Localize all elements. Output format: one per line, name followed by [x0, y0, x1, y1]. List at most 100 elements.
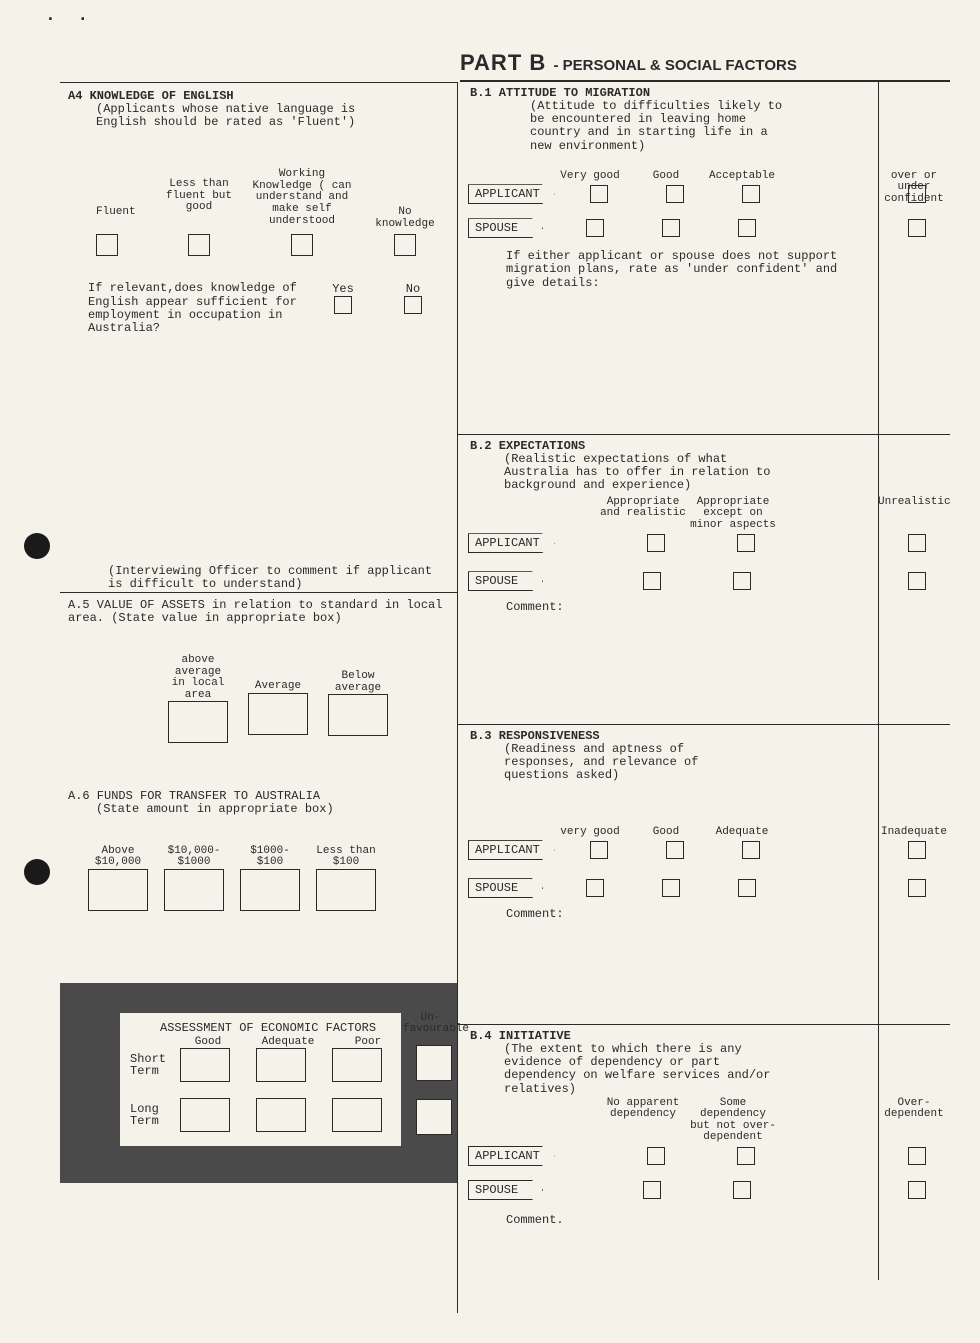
- a4-col3: Working Knowledge ( can understand and m…: [252, 169, 352, 230]
- b1-title: B.1 ATTITUDE TO MIGRATION: [470, 86, 790, 100]
- a4-working-checkbox[interactable]: [291, 234, 313, 256]
- assess-long-good[interactable]: [180, 1098, 230, 1132]
- b3-sp-vg[interactable]: [586, 879, 604, 897]
- b1-col1: Very good: [552, 171, 628, 183]
- b3-sp-good[interactable]: [662, 879, 680, 897]
- a6-col2: $10,000- $1000: [164, 846, 224, 869]
- left-column: A4 KNOWLEDGE OF ENGLISH (Applicants whos…: [60, 82, 458, 1313]
- b3-col4: Inadequate: [878, 827, 950, 839]
- b1-app-vg[interactable]: [590, 185, 608, 203]
- assess-long-adequate[interactable]: [256, 1098, 306, 1132]
- b3-app-inad[interactable]: [908, 841, 926, 859]
- assess-long-unfav-box[interactable]: [416, 1099, 452, 1135]
- b2-app-c2[interactable]: [737, 534, 755, 552]
- page: · · PART B - PERSONAL & SOCIAL FACTORS A…: [0, 0, 980, 1343]
- a4-no-checkbox[interactable]: [404, 296, 422, 314]
- assess-short-unfav-box[interactable]: [416, 1045, 452, 1081]
- b1-desc: (Attitude to difficulties likely to be e…: [470, 100, 790, 153]
- b2-title: B.2 EXPECTATIONS: [470, 439, 790, 453]
- a4-title: A4 KNOWLEDGE OF ENGLISH: [68, 89, 449, 103]
- b3-applicant-label: APPLICANT: [468, 840, 555, 860]
- a5-col2: Average: [248, 655, 308, 693]
- punch-hole-top: [24, 533, 50, 559]
- b2-spouse-label: SPOUSE: [468, 571, 543, 591]
- a4-lessfluent-checkbox[interactable]: [188, 234, 210, 256]
- a6-box2[interactable]: [164, 869, 224, 911]
- b4-app-c3[interactable]: [908, 1147, 926, 1165]
- a5-col3: Below average: [328, 655, 388, 694]
- b1-sp-good[interactable]: [662, 219, 680, 237]
- b1-sp-conf[interactable]: [908, 219, 926, 237]
- b3-sp-inad[interactable]: [908, 879, 926, 897]
- b3-comment: Comment:: [458, 898, 950, 921]
- part-b-title: PART B: [460, 50, 546, 75]
- a6-box3[interactable]: [240, 869, 300, 911]
- b1-app-accept[interactable]: [742, 185, 760, 203]
- right-column: B.1 ATTITUDE TO MIGRATION (Attitude to d…: [458, 82, 950, 1313]
- b4-spouse-label: SPOUSE: [468, 1180, 543, 1200]
- a4-fluent-checkbox[interactable]: [96, 234, 118, 256]
- b2-sp-c1[interactable]: [643, 572, 661, 590]
- b4-applicant-label: APPLICANT: [468, 1146, 555, 1166]
- b3-app-good[interactable]: [666, 841, 684, 859]
- a4-desc: (Applicants whose native language is Eng…: [68, 103, 388, 129]
- b3-app-vg[interactable]: [590, 841, 608, 859]
- a4-q2: If relevant,does knowledge of English ap…: [68, 282, 318, 335]
- b3-sp-ad[interactable]: [738, 879, 756, 897]
- b3-col3: Adequate: [704, 827, 780, 839]
- b3-spouse-label: SPOUSE: [468, 878, 543, 898]
- a4-col1: Fluent: [96, 169, 146, 230]
- a4-yes-checkbox[interactable]: [334, 296, 352, 314]
- a6-box4[interactable]: [316, 869, 376, 911]
- part-b-subtitle: - PERSONAL & SOCIAL FACTORS: [553, 57, 796, 74]
- b1-sp-accept[interactable]: [738, 219, 756, 237]
- assess-short-good[interactable]: [180, 1048, 230, 1082]
- b3-app-ad[interactable]: [742, 841, 760, 859]
- b4-sp-c2[interactable]: [733, 1181, 751, 1199]
- a6-col1: Above $10,000: [88, 846, 148, 869]
- b4-app-c1[interactable]: [647, 1147, 665, 1165]
- b2-app-c1[interactable]: [647, 534, 665, 552]
- a4-none-checkbox[interactable]: [394, 234, 416, 256]
- assessment-shaded: Un- favourable ASSESSMENT OF ECONOMIC FA…: [60, 983, 457, 1183]
- b4-col2: Some dependency but not over- dependent: [688, 1098, 778, 1144]
- b4-col3: Over- dependent: [878, 1098, 950, 1121]
- b2-app-c3[interactable]: [908, 534, 926, 552]
- a6-desc: (State amount in appropriate box): [68, 803, 449, 816]
- assess-title: ASSESSMENT OF ECONOMIC FACTORS: [130, 1021, 391, 1035]
- a5-above-box[interactable]: [168, 701, 228, 743]
- a5-avg-box[interactable]: [248, 693, 308, 735]
- a6-col3: $1000- $100: [240, 846, 300, 869]
- b1-spouse-label: SPOUSE: [468, 218, 543, 238]
- a6-box1[interactable]: [88, 869, 148, 911]
- a6-title: A.6 FUNDS FOR TRANSFER TO AUSTRALIA: [68, 789, 449, 803]
- b1-col2: Good: [628, 171, 704, 183]
- b4-desc: (The extent to which there is any eviden…: [470, 1043, 790, 1096]
- b4-sp-c1[interactable]: [643, 1181, 661, 1199]
- b1-app-good[interactable]: [666, 185, 684, 203]
- b4-title: B.4 INITIATIVE: [470, 1029, 790, 1043]
- assess-short-poor[interactable]: [332, 1048, 382, 1082]
- b3-col1: very good: [552, 827, 628, 839]
- b4-app-c2[interactable]: [737, 1147, 755, 1165]
- scan-artifact-dots: · ·: [45, 10, 88, 30]
- b1-sp-vg[interactable]: [586, 219, 604, 237]
- b1-app-conf[interactable]: [908, 185, 926, 203]
- a5-below-box[interactable]: [328, 694, 388, 736]
- assess-col3: Poor: [346, 1037, 390, 1049]
- assess-short-adequate[interactable]: [256, 1048, 306, 1082]
- a4-note: (Interviewing Officer to comment if appl…: [68, 565, 449, 591]
- assess-long-poor[interactable]: [332, 1098, 382, 1132]
- assess-col2: Adequate: [260, 1037, 316, 1049]
- assess-col1: Good: [186, 1037, 230, 1049]
- a6-col4: Less than $100: [316, 846, 376, 869]
- b4-col1: No apparent dependency: [598, 1098, 688, 1144]
- b2-applicant-label: APPLICANT: [468, 533, 555, 553]
- a5-title: A.5 VALUE OF ASSETS in relation to stand…: [68, 598, 442, 625]
- a5-col1: above average in local area: [168, 655, 228, 701]
- b2-sp-c3[interactable]: [908, 572, 926, 590]
- b1-applicant-label: APPLICANT: [468, 184, 555, 204]
- b4-sp-c3[interactable]: [908, 1181, 926, 1199]
- a4-no-label: No: [388, 282, 438, 296]
- b2-sp-c2[interactable]: [733, 572, 751, 590]
